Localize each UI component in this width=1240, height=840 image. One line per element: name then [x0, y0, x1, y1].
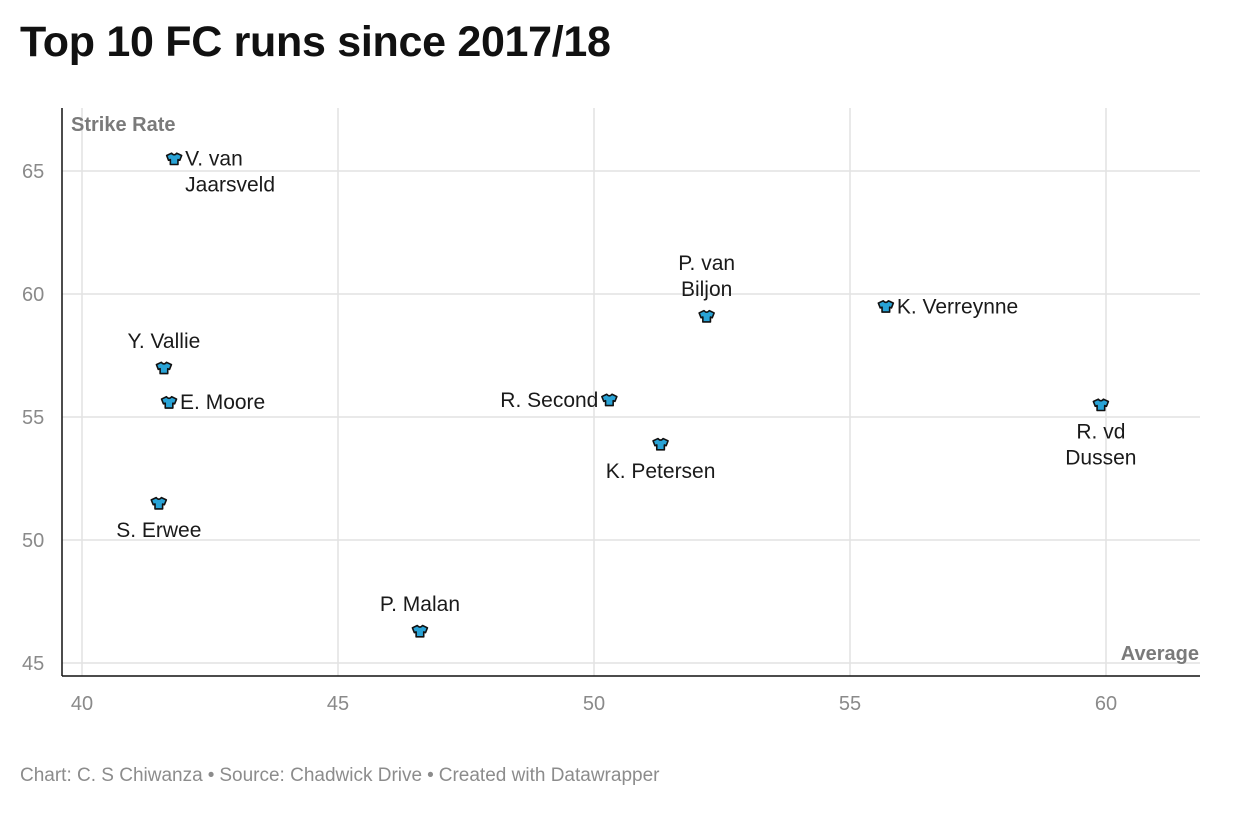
- point-label: V. van Jaarsveld: [185, 148, 275, 197]
- x-axis-label: Average: [1121, 643, 1199, 665]
- y-tick-label: 60: [22, 284, 44, 306]
- point-label-line: R. vd: [1076, 421, 1125, 444]
- y-tick-label: 65: [22, 161, 44, 183]
- point-label-line: P. Malan: [380, 593, 460, 616]
- data-point: Y. Vallie: [128, 330, 201, 375]
- footer-separator: •: [427, 765, 434, 786]
- point-label-line: Dussen: [1065, 447, 1136, 470]
- shirt-icon: [160, 395, 178, 409]
- y-tick-label: 50: [22, 530, 44, 552]
- point-label-line: Biljon: [681, 278, 732, 301]
- point-label-line: Jaarsveld: [185, 174, 275, 197]
- axes: [61, 108, 1200, 677]
- data-point: P. van Biljon: [678, 252, 735, 323]
- data-point: S. Erwee: [116, 496, 201, 542]
- shirt-icon: [1092, 398, 1110, 412]
- x-tick-label: 40: [71, 693, 93, 715]
- point-label: K. Petersen: [606, 460, 716, 483]
- data-point: P. Malan: [380, 593, 460, 638]
- source-credit: Source: Chadwick Drive: [219, 765, 423, 786]
- point-label: R. vd Dussen: [1065, 421, 1136, 470]
- data-point: V. van Jaarsveld: [165, 148, 275, 197]
- chart-footer: Chart: C. S Chiwanza • Source: Chadwick Dr…: [20, 765, 659, 787]
- y-tick-label: 55: [22, 407, 44, 429]
- y-tick-label: 45: [22, 653, 44, 675]
- shirt-icon: [877, 299, 895, 313]
- shirt-icon: [150, 496, 168, 510]
- point-label: P. Malan: [380, 593, 460, 616]
- shirt-icon: [165, 152, 183, 166]
- data-point: K. Verreynne: [877, 295, 1018, 318]
- y-axis-label: Strike Rate: [71, 114, 176, 136]
- point-label: Y. Vallie: [128, 330, 201, 353]
- shirt-icon: [155, 361, 173, 375]
- data-point: R. vd Dussen: [1065, 398, 1136, 470]
- point-label-line: K. Verreynne: [897, 295, 1018, 318]
- data-point: K. Petersen: [606, 437, 716, 483]
- x-tick-label: 45: [327, 693, 349, 715]
- shirt-icon: [411, 624, 429, 638]
- point-label-line: E. Moore: [180, 391, 265, 414]
- point-label: E. Moore: [180, 391, 265, 414]
- point-label: P. van Biljon: [678, 252, 735, 301]
- x-tick-label: 60: [1095, 693, 1117, 715]
- point-label: S. Erwee: [116, 519, 201, 542]
- point-label-line: Y. Vallie: [128, 330, 201, 353]
- x-tick-label: 50: [583, 693, 605, 715]
- point-label-line: K. Petersen: [606, 460, 716, 483]
- point-label-line: V. van: [185, 148, 243, 171]
- point-label: R. Second: [500, 389, 598, 412]
- point-label-line: S. Erwee: [116, 519, 201, 542]
- chart-credit: Chart: C. S Chiwanza: [20, 765, 203, 786]
- point-label: K. Verreynne: [897, 295, 1018, 318]
- data-point: R. Second: [500, 389, 618, 412]
- data-points: V. van Jaarsveld P. van Biljon K. Verreynne Y…: [116, 148, 1136, 638]
- footer-separator: •: [207, 765, 215, 786]
- chart-title: Top 10 FC runs since 2017/18: [20, 18, 611, 66]
- shirt-icon: [601, 393, 618, 407]
- shirt-icon: [652, 437, 669, 451]
- x-tick-label: 55: [839, 693, 861, 715]
- grid-lines: [62, 108, 1200, 676]
- shirt-icon: [698, 309, 715, 323]
- datawrapper-credit: Created with Datawrapper: [438, 765, 660, 786]
- tick-labels: 40 45 50 55 60 45 50 55 60 65: [22, 161, 1117, 715]
- point-label-line: R. Second: [500, 389, 598, 412]
- data-point: E. Moore: [160, 391, 265, 414]
- point-label-line: P. van: [678, 252, 735, 275]
